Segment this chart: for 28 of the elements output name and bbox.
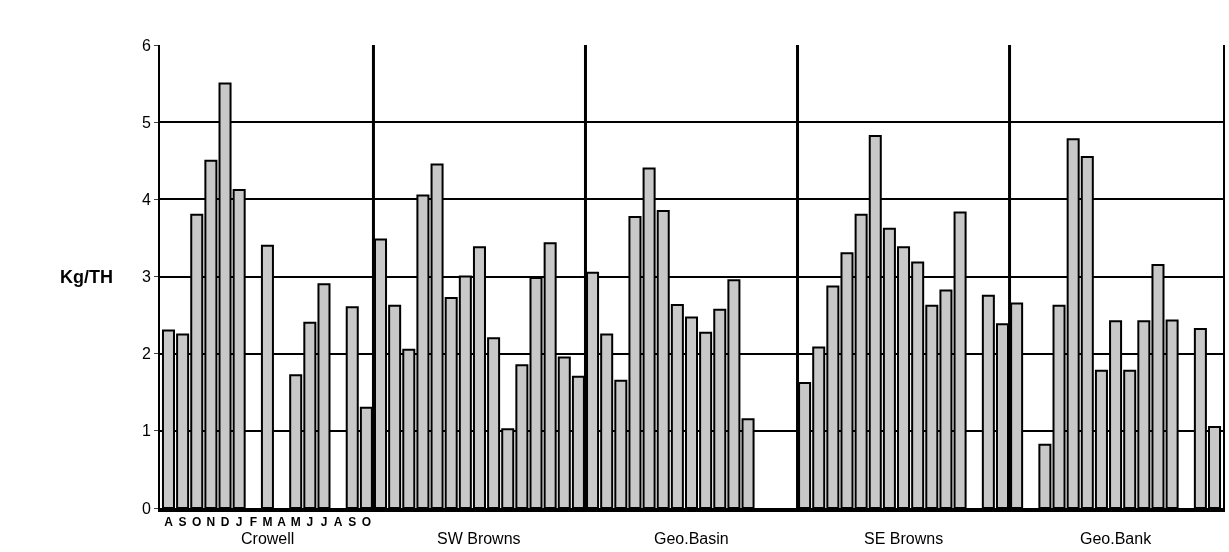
x-tick-label: N — [206, 515, 216, 530]
x-tick-label: J — [306, 515, 314, 530]
text: Geo.Bank — [1080, 530, 1153, 547]
y-tick-label: 4 — [141, 190, 151, 208]
text: Geo.Basin — [654, 530, 729, 547]
text: SE Browns — [864, 530, 944, 547]
x-tick-label: F — [249, 515, 257, 530]
x-tick-label: S — [348, 515, 357, 530]
text: Crowell — [241, 530, 295, 547]
x-tick-label: A — [164, 515, 174, 530]
x-tick-label: J — [320, 515, 328, 530]
y-tick-label: 5 — [141, 113, 151, 131]
y-axis-title: Kg/TH — [60, 267, 113, 287]
y-tick-label: 1 — [141, 422, 151, 440]
text: SW Browns — [437, 530, 521, 547]
x-tick-label: M — [290, 515, 301, 530]
x-tick-label: M — [262, 515, 273, 530]
y-tick-label: 0 — [141, 499, 151, 517]
x-tick-label: O — [192, 515, 202, 530]
y-tick-label: 3 — [141, 268, 151, 286]
x-tick-label: A — [277, 515, 287, 530]
y-tick-label: 2 — [141, 345, 151, 363]
x-tick-label: S — [178, 515, 187, 530]
x-tick-label: D — [220, 515, 230, 530]
x-tick-label: A — [333, 515, 343, 530]
y-tick-label: 6 — [141, 36, 151, 54]
x-tick-label: J — [235, 515, 243, 530]
x-tick-label: O — [361, 515, 372, 530]
